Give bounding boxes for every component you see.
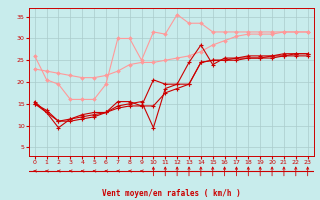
- Text: Vent moyen/en rafales ( km/h ): Vent moyen/en rafales ( km/h ): [102, 189, 241, 198]
